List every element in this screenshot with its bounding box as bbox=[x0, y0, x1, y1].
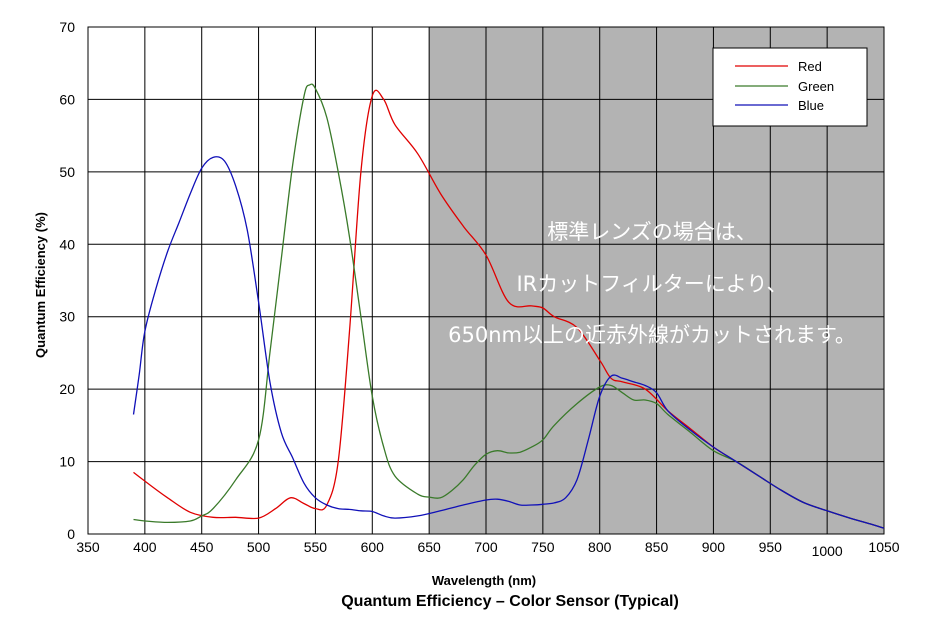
series-lines bbox=[132, 83, 885, 529]
y-tick-label-40: 40 bbox=[59, 236, 75, 252]
annotation-line-3: 650nm以上の近赤外線がカットされます。 bbox=[448, 323, 856, 347]
x-tick-label-800: 800 bbox=[588, 539, 612, 555]
x-tick-label-650: 650 bbox=[417, 539, 441, 555]
legend-label-blue: Blue bbox=[798, 98, 824, 113]
series-line-blue bbox=[132, 156, 885, 529]
x-tick-label-850: 850 bbox=[645, 539, 669, 555]
legend: Red Green Blue bbox=[712, 47, 868, 127]
x-tick-label-950: 950 bbox=[759, 539, 783, 555]
x-tick-label-500: 500 bbox=[247, 539, 271, 555]
x-tick-label-550: 550 bbox=[304, 539, 328, 555]
annotation-line-1: 標準レンズの場合は、 bbox=[547, 220, 757, 244]
series-line-green bbox=[133, 83, 885, 529]
annotation: 標準レンズの場合は、 IRカットフィルターにより、 650nm以上の近赤外線がカ… bbox=[448, 220, 856, 347]
x-tick-label-1050: 1050 bbox=[868, 539, 899, 555]
x-tick-label-900: 900 bbox=[702, 539, 726, 555]
y-tick-label-10: 10 bbox=[59, 454, 75, 470]
y-axis-title: Quantum Efficiency (%) bbox=[33, 212, 48, 358]
x-tick-label-450: 450 bbox=[190, 539, 214, 555]
y-tick-label-70: 70 bbox=[59, 19, 75, 35]
chart-title: Quantum Efficiency – Color Sensor (Typic… bbox=[341, 593, 679, 610]
x-tick-label-750: 750 bbox=[531, 539, 555, 555]
y-tick-label-50: 50 bbox=[59, 164, 75, 180]
legend-label-red: Red bbox=[798, 59, 822, 74]
legend-box bbox=[712, 47, 868, 127]
y-tick-label-60: 60 bbox=[59, 91, 75, 107]
plot-frame bbox=[87, 26, 885, 535]
y-tick-label-20: 20 bbox=[59, 381, 75, 397]
x-tick-label-350: 350 bbox=[76, 539, 100, 555]
x-tick-label-700: 700 bbox=[474, 539, 498, 555]
annotation-line-2: IRカットフィルターにより、 bbox=[516, 272, 787, 296]
x-tick-labels: 350 400 450 500 550 600 650 700 750 800 850 900 950 1… bbox=[76, 539, 899, 559]
x-tick-label-600: 600 bbox=[361, 539, 385, 555]
x-axis-title: Wavelength (nm) bbox=[432, 573, 536, 588]
y-tick-label-30: 30 bbox=[59, 309, 75, 325]
x-tick-label-400: 400 bbox=[133, 539, 157, 555]
y-tick-labels: 0 10 20 30 40 50 60 70 bbox=[59, 19, 75, 542]
y-tick-label-0: 0 bbox=[67, 526, 75, 542]
legend-label-green: Green bbox=[798, 79, 834, 94]
x-tick-label-1000: 1000 bbox=[812, 543, 843, 559]
